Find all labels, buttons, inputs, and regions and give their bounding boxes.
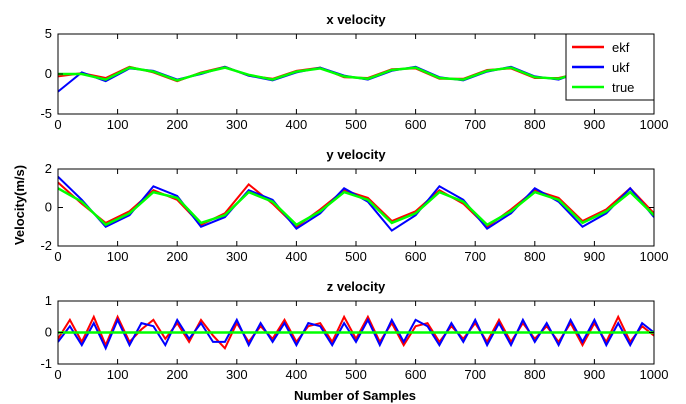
y-tick-label: 0 bbox=[45, 325, 52, 340]
y-tick-label: 2 bbox=[45, 161, 52, 176]
x-tick-label: 1000 bbox=[640, 249, 669, 264]
x-tick-label: 400 bbox=[286, 367, 308, 382]
x-tick-label: 400 bbox=[286, 117, 308, 132]
y-tick-label: 0 bbox=[45, 66, 52, 81]
y-axis-label: Velocity(m/s) bbox=[12, 165, 27, 245]
x-tick-label: 600 bbox=[405, 117, 427, 132]
x-tick-label: 0 bbox=[54, 249, 61, 264]
x-tick-label: 1000 bbox=[640, 367, 669, 382]
x-tick-label: 900 bbox=[584, 249, 606, 264]
x-tick-label: 700 bbox=[464, 367, 486, 382]
y-tick-label: 5 bbox=[45, 26, 52, 41]
x-tick-label: 700 bbox=[464, 117, 486, 132]
x-tick-label: 200 bbox=[166, 367, 188, 382]
x-tick-label: 300 bbox=[226, 367, 248, 382]
x-tick-label: 600 bbox=[405, 249, 427, 264]
series-line-true bbox=[58, 66, 654, 82]
x-tick-label: 0 bbox=[54, 117, 61, 132]
panel-title: x velocity bbox=[326, 12, 386, 27]
y-tick-label: -1 bbox=[40, 356, 52, 371]
x-tick-label: 900 bbox=[584, 117, 606, 132]
series-line-true bbox=[58, 187, 654, 227]
panel-title: z velocity bbox=[327, 279, 386, 294]
legend: ekf ukf true bbox=[565, 33, 655, 101]
x-tick-label: 700 bbox=[464, 249, 486, 264]
series-line-ukf bbox=[58, 317, 654, 351]
legend-label-ekf: ekf bbox=[612, 40, 630, 55]
x-tick-label: 500 bbox=[345, 367, 367, 382]
x-tick-label: 800 bbox=[524, 117, 546, 132]
x-axis-label: Number of Samples bbox=[294, 388, 416, 403]
x-tick-label: 200 bbox=[166, 117, 188, 132]
axes-box bbox=[57, 33, 655, 115]
x-tick-label: 100 bbox=[107, 117, 129, 132]
x-tick-label: 500 bbox=[345, 117, 367, 132]
series-line-ekf bbox=[58, 65, 654, 83]
y-tick-label: 0 bbox=[45, 200, 52, 215]
x-tick-label: 300 bbox=[226, 117, 248, 132]
x-tick-label: 0 bbox=[54, 367, 61, 382]
x-tick-label: 100 bbox=[107, 367, 129, 382]
x-tick-label: 900 bbox=[584, 367, 606, 382]
legend-label-ukf: ukf bbox=[612, 60, 630, 75]
x-tick-label: 300 bbox=[226, 249, 248, 264]
panel-title: y velocity bbox=[326, 147, 386, 162]
panel-2: y velocity 0 100 200 300 400 500 600 700 800 900 10… bbox=[40, 147, 668, 264]
x-tick-label: 500 bbox=[345, 249, 367, 264]
x-tick-label: 800 bbox=[524, 367, 546, 382]
y-tick-label: 1 bbox=[45, 293, 52, 308]
x-tick-label: 800 bbox=[524, 249, 546, 264]
y-tick-label: -2 bbox=[40, 238, 52, 253]
x-tick-label: 600 bbox=[405, 367, 427, 382]
legend-label-true: true bbox=[612, 80, 634, 95]
x-tick-label: 1000 bbox=[640, 117, 669, 132]
x-tick-label: 200 bbox=[166, 249, 188, 264]
x-tick-label: 100 bbox=[107, 249, 129, 264]
x-tick-label: 400 bbox=[286, 249, 308, 264]
y-tick-label: -5 bbox=[40, 106, 52, 121]
